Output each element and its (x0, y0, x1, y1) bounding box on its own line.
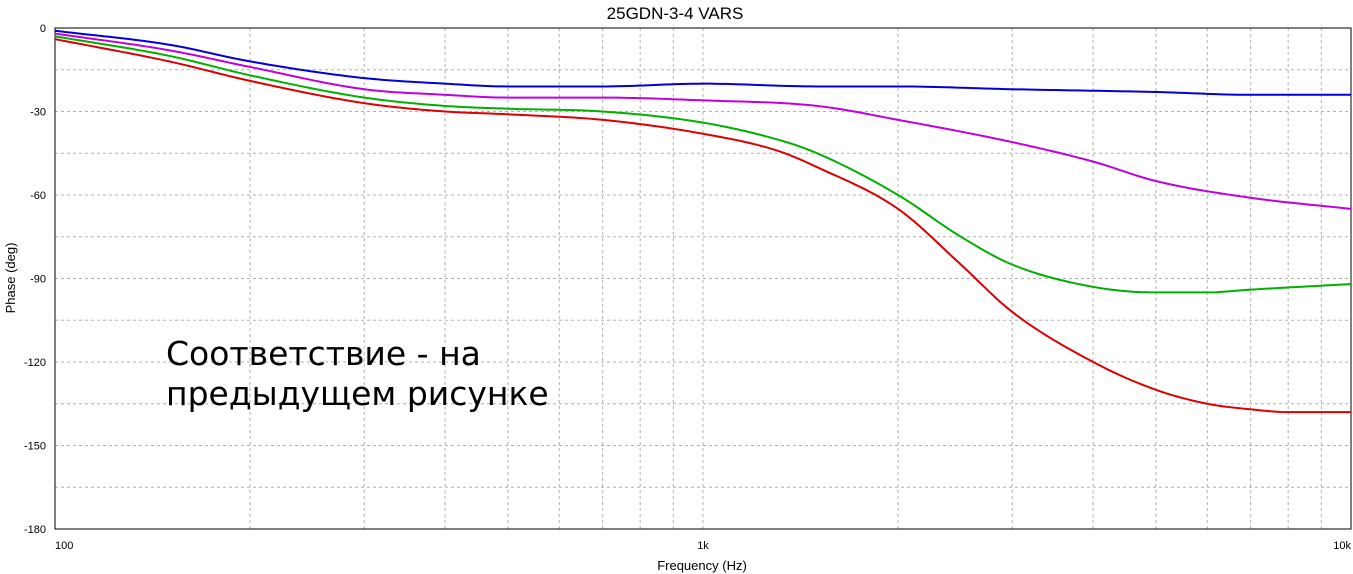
series-line-2 (54, 32, 1352, 210)
annotation-line-1: Соответствие - на (166, 334, 481, 373)
y-tick-label: -60 (30, 190, 46, 202)
annotation-line-2: предыдущем рисунке (166, 373, 549, 413)
series-line-4 (54, 38, 1351, 414)
y-tick-labels: 0 -30 -60 -90 -120 -150 -180 (24, 23, 46, 536)
y-tick-label: -120 (24, 357, 46, 369)
series-group (54, 29, 1352, 414)
x-tick-label: 1k (697, 540, 709, 552)
series-line-1 (54, 29, 1351, 96)
x-tick-label: 10k (1333, 540, 1351, 552)
x-axis-label: Frequency (Hz) (657, 558, 747, 573)
chart-title: 25GDN-3-4 VARS (607, 4, 744, 23)
y-axis-label: Phase (deg) (3, 243, 18, 314)
annotation-text: Соответствие - на предыдущем рисунке (166, 334, 549, 413)
y-tick-label: -150 (24, 441, 46, 453)
y-tick-label: 0 (40, 23, 46, 35)
y-tick-label: -30 (30, 107, 46, 119)
series-line-3 (54, 35, 1352, 294)
plot-frame (54, 27, 1352, 530)
grid (55, 28, 1351, 529)
x-tick-label: 100 (55, 540, 73, 552)
x-tick-labels: 100 1k 10k (55, 540, 1351, 552)
y-tick-label: -90 (30, 274, 46, 286)
y-tick-label: -180 (24, 524, 46, 536)
